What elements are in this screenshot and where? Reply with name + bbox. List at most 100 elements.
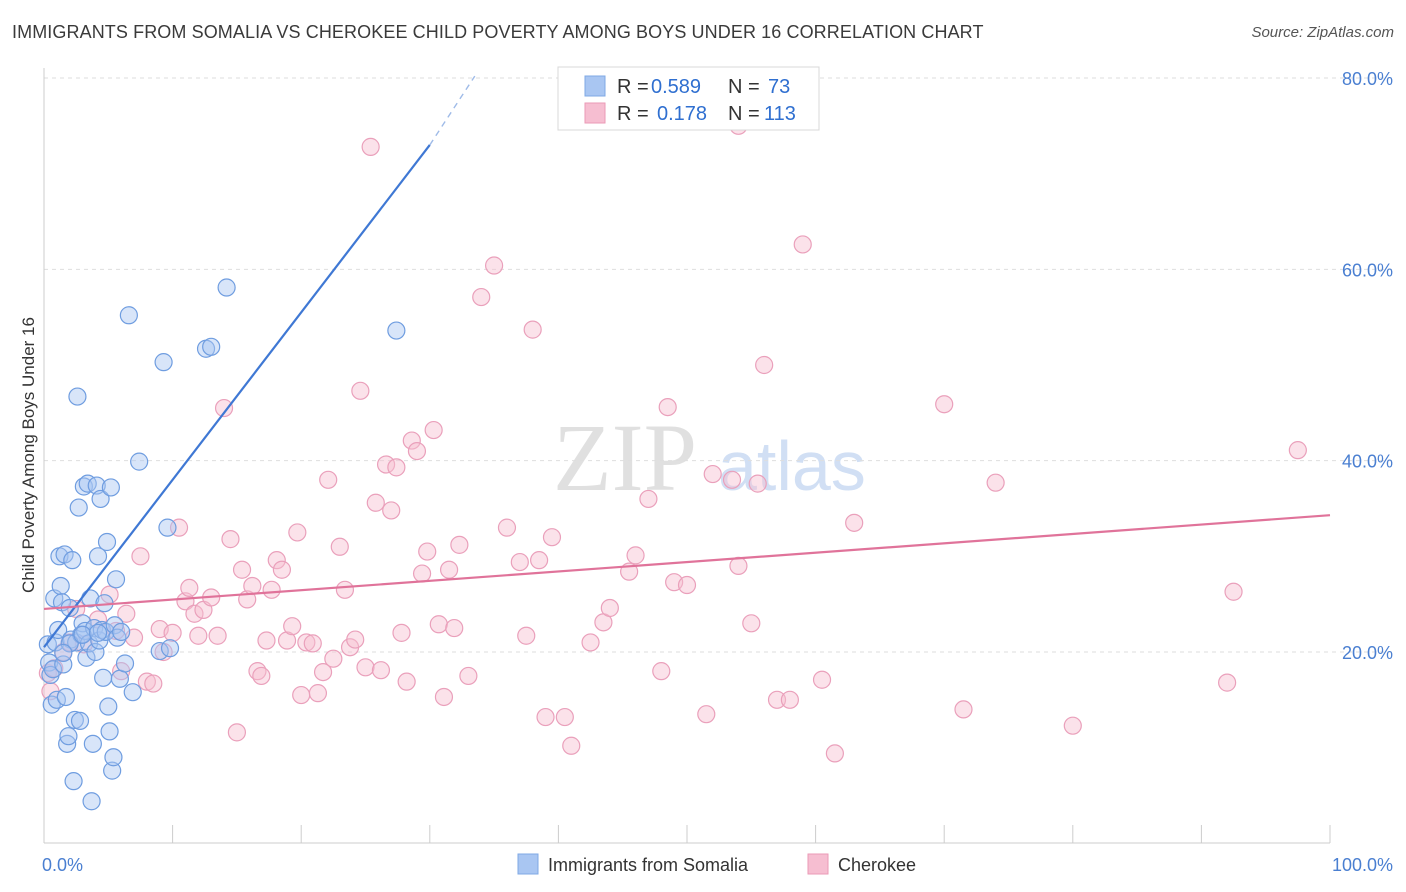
cherokee-point-96	[703, 464, 722, 484]
somalia-point-25	[70, 711, 90, 730]
bottom-legend-swatch-cherokee	[807, 853, 829, 875]
somalia-point-72	[88, 623, 108, 642]
somalia-point-35	[83, 734, 102, 753]
somalia-trend-extension	[429, 75, 476, 146]
cherokee-point-47	[319, 470, 338, 489]
somalia-point-68	[387, 321, 406, 340]
somalia-point-60	[130, 452, 149, 471]
somalia-point-51	[104, 748, 123, 767]
somalia-point-16	[59, 727, 78, 746]
somalia-point-21	[65, 710, 84, 730]
somalia-point-55	[110, 669, 129, 688]
cherokee-point-61	[392, 623, 411, 642]
somalia-point-66	[202, 337, 221, 356]
cherokee-point-73	[459, 666, 478, 686]
x-tick-label-min: 0.0%	[42, 855, 83, 875]
cherokee-point-34	[252, 666, 271, 686]
somalia-point-57	[115, 654, 135, 673]
cherokee-point-43	[297, 633, 316, 652]
cherokee-point-112	[1218, 673, 1237, 692]
cherokee-point-84	[562, 736, 581, 755]
somalia-point-45	[96, 622, 115, 642]
cherokee-point-58	[376, 455, 396, 474]
somalia-point-62	[154, 353, 173, 372]
somalia-point-64	[160, 639, 180, 658]
cherokee-point-90	[639, 489, 658, 509]
cherokee-point-95	[697, 705, 716, 724]
cherokee-point-87	[600, 598, 619, 618]
cherokee-point-49	[330, 537, 349, 556]
cherokee-point-32	[243, 576, 262, 596]
axes	[43, 68, 1331, 844]
cherokee-point-28	[221, 530, 240, 549]
cherokee-point-66	[418, 542, 437, 561]
somalia-point-63	[158, 518, 177, 537]
somalia-point-71	[73, 625, 92, 644]
cherokee-point-35	[257, 631, 276, 650]
cherokee-point-77	[510, 552, 529, 572]
cherokee-point-78	[517, 626, 536, 645]
somalia-point-43	[94, 668, 113, 687]
cherokee-point-15	[144, 674, 163, 693]
cherokee-point-56	[366, 493, 385, 512]
cherokee-point-62	[397, 672, 416, 691]
legend-n-label-somalia: N =	[728, 76, 760, 98]
cherokee-point-38	[272, 560, 292, 579]
cherokee-point-92	[658, 397, 677, 417]
somalia-point-37	[86, 642, 105, 662]
cherokee-point-36	[262, 580, 281, 599]
cherokee-point-91	[652, 662, 671, 681]
legend-swatch-somalia	[584, 75, 606, 97]
cherokee-point-27	[214, 398, 234, 418]
somalia-point-4	[43, 660, 63, 679]
cherokee-point-111	[1063, 716, 1082, 735]
cherokee-point-20	[176, 592, 195, 611]
somalia-point-31	[78, 474, 97, 493]
cherokee-point-52	[346, 630, 365, 649]
cherokee-point-42	[292, 685, 311, 705]
cherokee-point-76	[497, 518, 517, 537]
watermark-atlas: atlas	[718, 427, 866, 505]
somalia-point-59	[123, 683, 142, 702]
y-axis-title: Child Poverty Among Boys Under 16	[19, 317, 38, 593]
cherokee-point-48	[324, 649, 343, 668]
cherokee-point-82	[542, 528, 562, 547]
legend-r-label-somalia: R =	[617, 76, 649, 98]
cherokee-point-14	[137, 672, 156, 691]
somalia-point-49	[101, 478, 120, 497]
cherokee-point-108	[935, 395, 954, 414]
cherokee-point-71	[445, 618, 464, 638]
cherokee-point-109	[954, 700, 973, 719]
somalia-point-46	[97, 532, 117, 552]
somalia-point-19	[63, 551, 82, 570]
stats-legend: R = 0.589 N = 73 R = 0.178 N = 113	[557, 66, 820, 131]
cherokee-point-53	[351, 381, 370, 400]
cherokee-point-37	[267, 551, 286, 570]
cherokee-point-69	[434, 687, 454, 707]
cherokee-point-102	[767, 690, 787, 709]
cherokee-point-29	[227, 723, 246, 742]
cherokee-point-72	[450, 535, 469, 554]
series-legend: Immigrants from Somalia Cherokee	[517, 853, 916, 875]
cherokee-point-94	[677, 575, 697, 595]
cherokee-point-65	[412, 564, 432, 583]
cherokee-point-59	[382, 501, 401, 520]
y-tick-label-40: 40.0%	[1342, 452, 1393, 472]
legend-swatch-cherokee	[584, 102, 606, 124]
cherokee-point-39	[277, 631, 297, 650]
source-credit: Source: ZipAtlas.com	[1251, 24, 1394, 41]
cherokee-point-105	[812, 670, 832, 689]
cherokee-point-45	[308, 684, 328, 703]
cherokee-point-97	[722, 470, 742, 489]
somalia-point-56	[112, 622, 131, 642]
somalia-point-61	[150, 641, 169, 661]
y-tick-label-80: 80.0%	[1342, 69, 1393, 89]
somalia-points	[38, 278, 406, 811]
cherokee-point-113	[1224, 582, 1243, 601]
cherokee-point-64	[407, 442, 427, 461]
cherokee-points	[38, 116, 1307, 763]
somalia-trend-line	[43, 144, 431, 648]
cherokee-point-23	[189, 626, 208, 645]
cherokee-point-70	[439, 560, 459, 579]
